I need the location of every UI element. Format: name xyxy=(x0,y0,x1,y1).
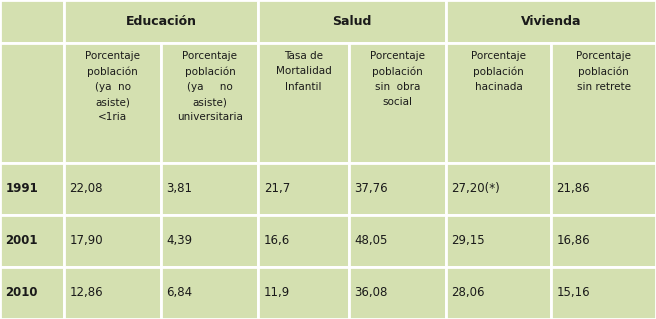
Text: 28,06: 28,06 xyxy=(451,286,485,300)
Bar xyxy=(161,43,258,163)
Text: Porcentaje: Porcentaje xyxy=(370,51,425,61)
Text: Educación: Educación xyxy=(126,15,197,28)
Text: 3,81: 3,81 xyxy=(167,182,193,195)
Text: 37,76: 37,76 xyxy=(354,182,388,195)
Text: 1991: 1991 xyxy=(5,182,38,195)
Bar xyxy=(551,43,656,163)
Bar xyxy=(446,43,551,163)
Text: sin retrete: sin retrete xyxy=(577,82,630,92)
Bar xyxy=(349,163,446,215)
Text: 21,7: 21,7 xyxy=(264,182,290,195)
Bar xyxy=(349,215,446,267)
Bar xyxy=(0,163,64,215)
Bar xyxy=(0,215,64,267)
Text: 11,9: 11,9 xyxy=(264,286,290,300)
Text: universitaria: universitaria xyxy=(177,112,243,122)
Text: población: población xyxy=(473,66,524,77)
Text: Salud: Salud xyxy=(333,15,372,28)
Text: población: población xyxy=(184,66,236,77)
Text: 6,84: 6,84 xyxy=(167,286,193,300)
Text: Vivienda: Vivienda xyxy=(521,15,581,28)
Bar xyxy=(258,215,349,267)
Bar xyxy=(64,0,258,43)
Text: Porcentaje: Porcentaje xyxy=(182,51,237,61)
Text: 27,20(*): 27,20(*) xyxy=(451,182,500,195)
Bar xyxy=(258,43,349,163)
Text: 21,86: 21,86 xyxy=(556,182,590,195)
Text: <1ria: <1ria xyxy=(98,112,127,122)
Text: Porcentaje: Porcentaje xyxy=(471,51,526,61)
Text: asiste): asiste) xyxy=(95,97,131,107)
Text: 36,08: 36,08 xyxy=(354,286,388,300)
Bar xyxy=(446,267,551,319)
Bar xyxy=(161,163,258,215)
Text: 16,6: 16,6 xyxy=(264,234,290,248)
Bar xyxy=(551,215,656,267)
Text: Tasa de: Tasa de xyxy=(284,51,323,61)
Text: 17,90: 17,90 xyxy=(70,234,103,248)
Text: 2010: 2010 xyxy=(5,286,38,300)
Text: (ya  no: (ya no xyxy=(95,82,131,92)
Bar xyxy=(349,267,446,319)
Text: sin  obra: sin obra xyxy=(375,82,420,92)
Text: Porcentaje: Porcentaje xyxy=(85,51,140,61)
Text: 12,86: 12,86 xyxy=(70,286,103,300)
Bar xyxy=(258,0,446,43)
Text: Infantil: Infantil xyxy=(285,82,322,92)
Text: 16,86: 16,86 xyxy=(556,234,590,248)
Text: población: población xyxy=(372,66,423,77)
Text: Mortalidad: Mortalidad xyxy=(276,66,331,76)
Bar xyxy=(551,267,656,319)
Bar xyxy=(258,267,349,319)
Text: social: social xyxy=(382,97,413,107)
Bar xyxy=(64,215,161,267)
Text: 4,39: 4,39 xyxy=(167,234,193,248)
Bar xyxy=(64,163,161,215)
Text: 29,15: 29,15 xyxy=(451,234,485,248)
Bar xyxy=(446,163,551,215)
Bar xyxy=(0,43,64,163)
Text: 48,05: 48,05 xyxy=(354,234,388,248)
Text: 2001: 2001 xyxy=(5,234,38,248)
Bar xyxy=(0,0,64,43)
Text: Porcentaje: Porcentaje xyxy=(576,51,631,61)
Bar xyxy=(258,163,349,215)
Bar xyxy=(446,0,656,43)
Text: asiste): asiste) xyxy=(192,97,228,107)
Bar xyxy=(0,267,64,319)
Text: hacinada: hacinada xyxy=(475,82,522,92)
Bar xyxy=(64,43,161,163)
Bar xyxy=(161,267,258,319)
Text: población: población xyxy=(87,66,138,77)
Text: 15,16: 15,16 xyxy=(556,286,590,300)
Bar xyxy=(64,267,161,319)
Text: 22,08: 22,08 xyxy=(70,182,103,195)
Bar xyxy=(446,215,551,267)
Bar xyxy=(349,43,446,163)
Bar xyxy=(161,215,258,267)
Text: población: población xyxy=(578,66,629,77)
Text: (ya     no: (ya no xyxy=(187,82,233,92)
Bar xyxy=(551,163,656,215)
